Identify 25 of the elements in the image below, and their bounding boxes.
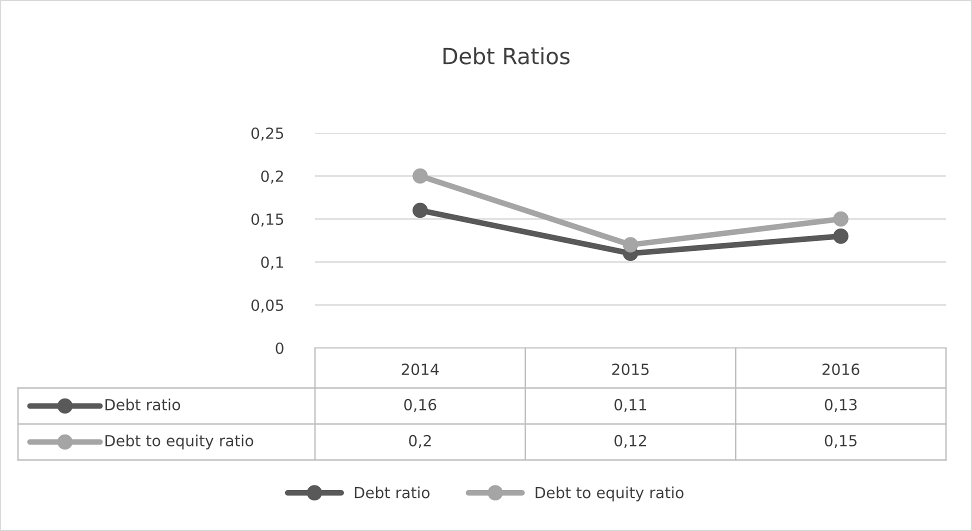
data-label: 0,15 xyxy=(824,434,857,448)
legend-label: Debt ratio xyxy=(354,486,430,498)
point xyxy=(412,168,428,184)
data-label: 0,16 xyxy=(404,398,436,412)
point xyxy=(833,228,848,244)
text: Debt ratio xyxy=(106,398,180,410)
y-tick-label: 0 xyxy=(276,342,284,354)
data-label: 0,13 xyxy=(824,398,857,412)
data-label: 0,2 xyxy=(409,434,431,448)
point xyxy=(622,237,638,252)
y-tick-label: 0,05 xyxy=(251,299,284,313)
point xyxy=(412,202,428,218)
y-tick-label: 0,1 xyxy=(261,256,284,270)
legend-label: Debt to equity ratio xyxy=(536,486,684,502)
y-tick-label: 0,2 xyxy=(261,170,283,184)
point xyxy=(833,211,848,227)
data-label: 0,11 xyxy=(614,398,646,412)
y-tick-label: 0,15 xyxy=(251,213,284,227)
x-tick-label: 2014 xyxy=(402,364,439,376)
x-tick-label: 2015 xyxy=(612,364,649,376)
data-label: 0,12 xyxy=(614,434,646,448)
x-tick-label: 2016 xyxy=(822,364,860,376)
chart-title: Debt Ratios xyxy=(444,47,570,64)
text: Debt to equity ratio xyxy=(106,434,254,450)
y-tick-label: 0,25 xyxy=(251,127,284,141)
